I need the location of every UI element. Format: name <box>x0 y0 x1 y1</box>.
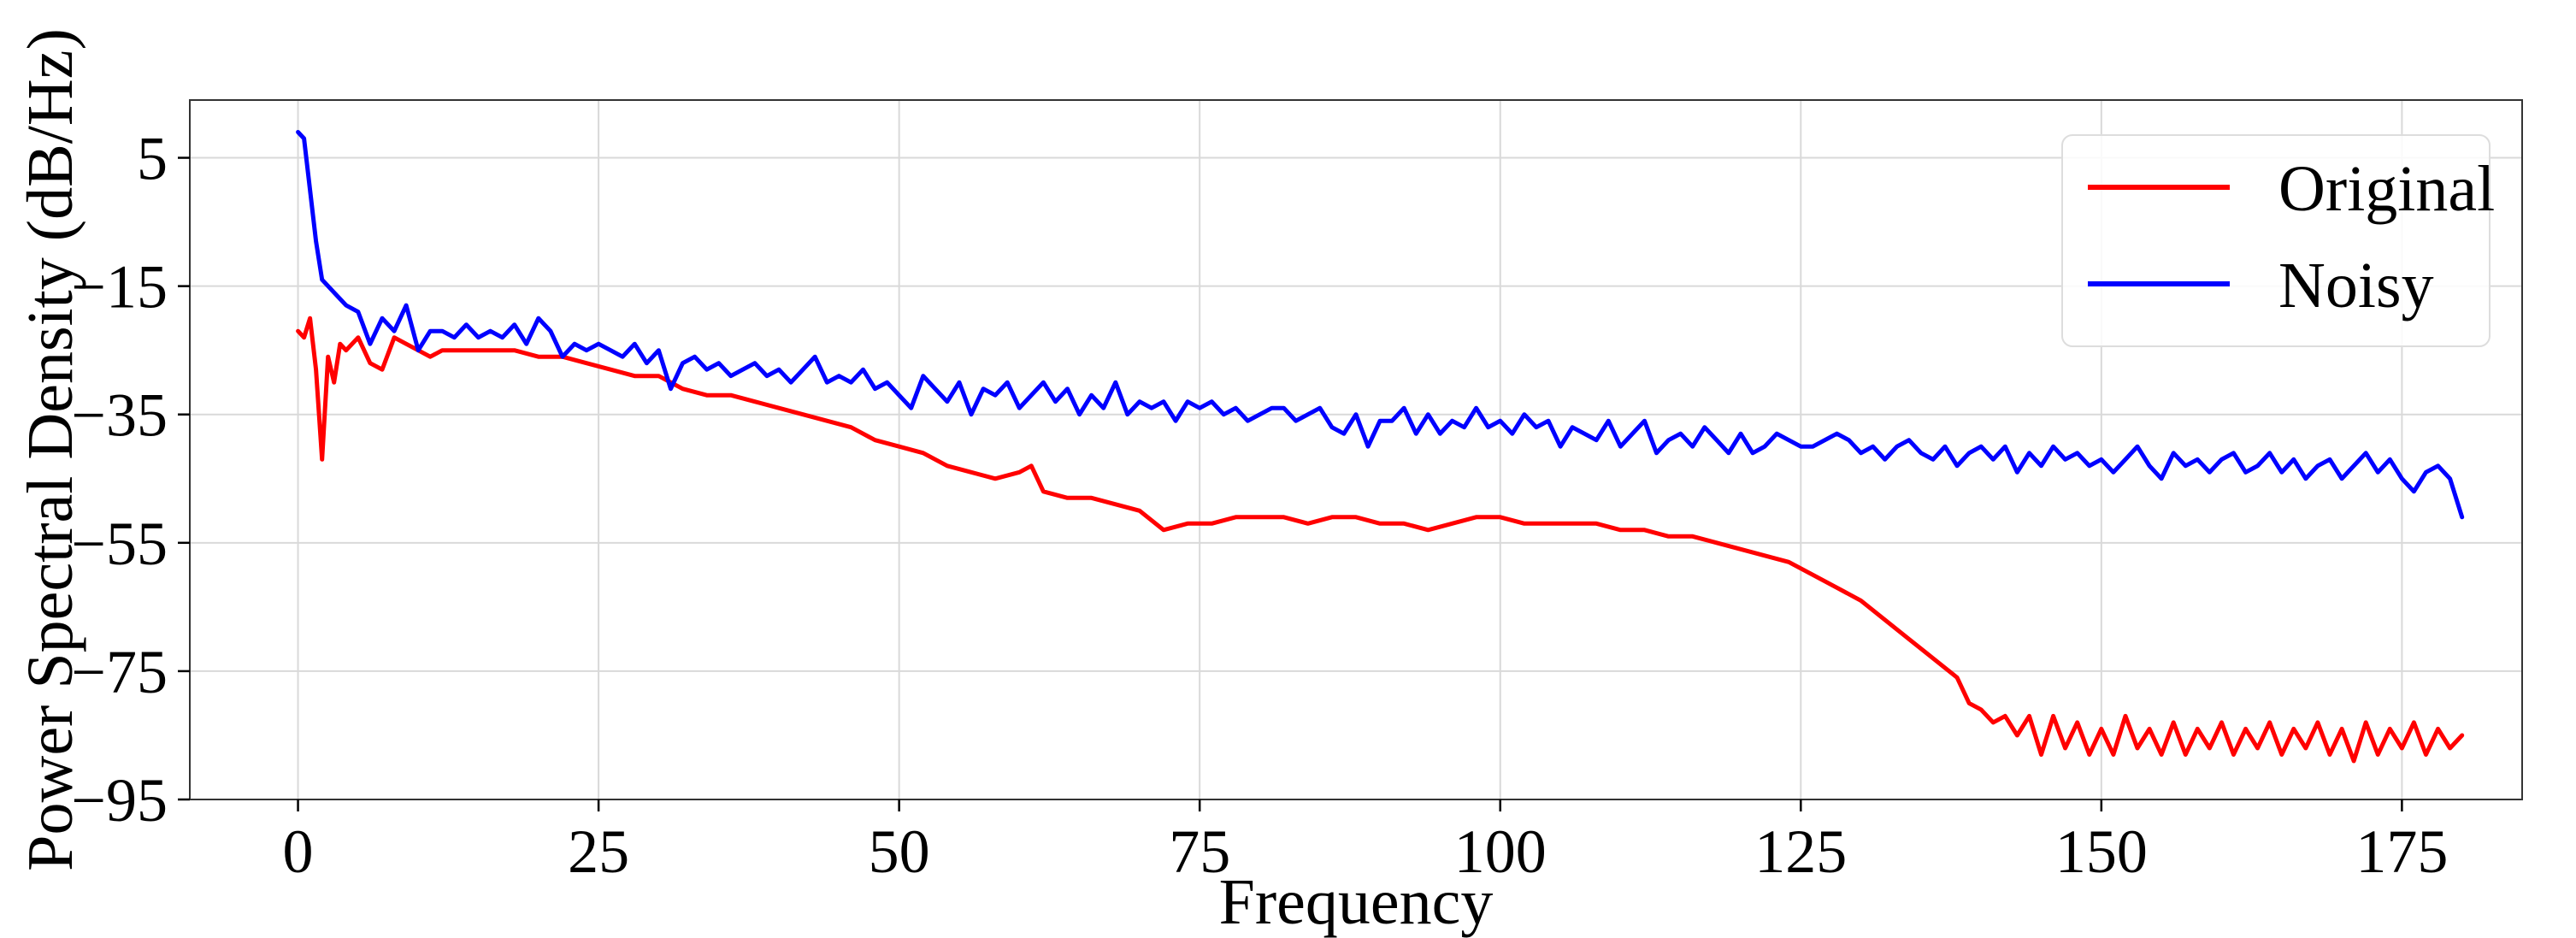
x-axis-label: Frequency <box>1219 866 1494 938</box>
x-tick-label: 175 <box>2355 817 2448 886</box>
x-tick-label: 150 <box>2055 817 2148 886</box>
y-tick-label: −95 <box>71 766 168 835</box>
x-tick-label: 25 <box>568 817 629 886</box>
x-tick-label: 100 <box>1454 817 1547 886</box>
y-tick-label: −15 <box>71 253 168 322</box>
legend: Original Noisy <box>2061 134 2495 347</box>
plot-frame <box>189 99 2523 800</box>
x-tick-label: 0 <box>283 817 314 886</box>
x-tick-label: 50 <box>869 817 930 886</box>
legend-label-noisy: Noisy <box>2278 250 2434 322</box>
y-tick-label: −35 <box>71 381 168 450</box>
ticks: 0 25 50 75 100 125 150 175 5 −15 −35 −55 −75 −95 <box>71 125 2448 886</box>
y-tick-label: −55 <box>71 510 168 578</box>
y-axis-label: Power Spectral Density (dB/Hz) <box>15 28 86 871</box>
y-tick-label: −75 <box>71 638 168 706</box>
x-tick-label: 75 <box>1169 817 1230 886</box>
series-layer <box>296 130 2465 764</box>
series-line-original <box>296 316 2465 764</box>
series-line-noisy <box>296 130 2465 520</box>
y-tick-label: 5 <box>137 125 168 193</box>
x-tick-label: 125 <box>1754 817 1847 886</box>
legend-label-original: Original <box>2278 153 2495 225</box>
